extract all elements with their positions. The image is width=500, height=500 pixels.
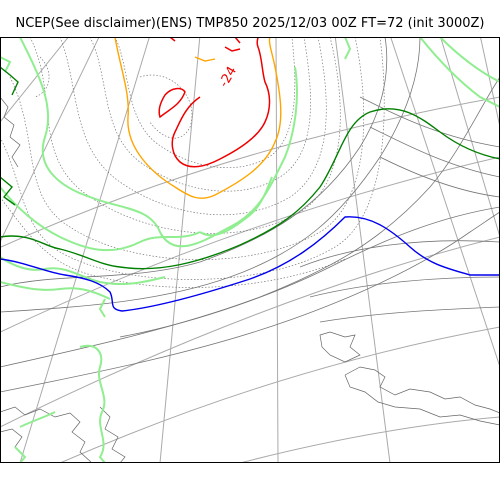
temperature-map: -24 <box>0 37 500 463</box>
map-background <box>0 37 500 463</box>
latitude-line <box>0 236 500 428</box>
isotherm-orange <box>114 37 282 199</box>
latitude-line <box>239 416 500 463</box>
latitude-line <box>0 96 500 249</box>
isotherm-red <box>158 37 271 168</box>
longitude-line <box>479 37 500 128</box>
coastline-segment <box>344 366 500 414</box>
latitude-line <box>59 326 500 463</box>
longitude-line <box>390 37 500 368</box>
coastline-segment <box>99 406 126 463</box>
longitude-line <box>440 37 500 238</box>
map-title: NCEP(See disclaimer)(ENS) TMP850 2025/12… <box>15 16 485 31</box>
coastline-segment <box>0 96 21 168</box>
coastline-segment <box>0 406 93 463</box>
coastline-segment <box>319 331 361 363</box>
graticule <box>0 37 500 463</box>
isotherm-blue <box>0 216 500 312</box>
longitude-line <box>0 37 70 123</box>
coastline-segment <box>344 374 500 426</box>
isotherm-dark-green <box>0 66 500 270</box>
longitude-line <box>0 37 100 243</box>
longitude-line <box>275 37 279 463</box>
isotherm-light-green <box>0 37 500 463</box>
map-panel: -24 <box>0 37 500 463</box>
latitude-line <box>0 156 500 333</box>
isotherms-thin <box>0 37 500 393</box>
longitude-line <box>159 37 201 463</box>
